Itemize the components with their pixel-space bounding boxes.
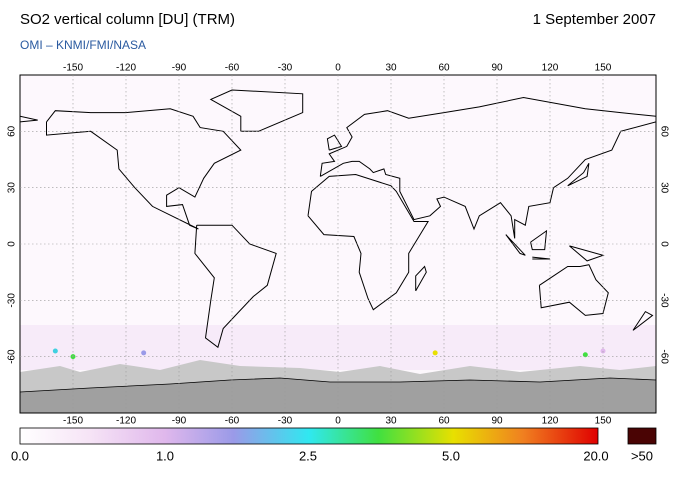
so2-speckle [141,350,147,356]
coastline [530,229,548,251]
coastline [567,163,590,187]
colorbar-label: >50 [631,448,653,463]
x-tick-label: 150 [595,416,612,427]
coastline [632,310,654,331]
x-tick-label: 90 [491,63,503,74]
y-tick-label: -30 [7,293,18,308]
y-tick-label: 30 [658,182,669,194]
x-tick-label: 90 [491,416,503,427]
x-tick-label: -60 [225,416,240,427]
coastline [319,96,656,239]
x-tick-label: 150 [595,63,612,74]
x-tick-label: -60 [225,63,240,74]
coastline [307,173,429,311]
coastline [209,89,304,132]
x-tick-label: -30 [278,416,293,427]
colorbar-label: 1.0 [156,448,174,463]
x-tick-label: -120 [116,416,136,427]
y-tick-label: 60 [7,125,18,137]
y-tick-label: -60 [7,349,18,364]
so2-speckle [582,352,588,358]
x-tick-label: 60 [438,63,450,74]
x-tick-label: 120 [542,416,559,427]
so2-speckle [52,348,58,354]
x-tick-label: 60 [438,416,450,427]
y-tick-label: -30 [658,293,669,308]
x-tick-label: 30 [385,416,397,427]
subtitle: OMI – KNMI/FMI/NASA [20,38,146,52]
colorbar-label: 0.0 [11,448,29,463]
x-tick-label: 0 [335,63,341,74]
x-tick-label: -150 [63,416,83,427]
colorbar [19,427,599,445]
coastline [194,224,277,349]
coastline [415,265,427,292]
colorbar-label: 20.0 [583,448,608,463]
so2-speckle [432,350,438,356]
y-tick-label: -60 [658,349,669,364]
x-tick-label: -90 [172,416,187,427]
x-tick-label: 0 [335,416,341,427]
x-tick-label: -30 [278,63,293,74]
x-tick-label: -150 [63,63,83,74]
coastline [326,134,343,151]
y-tick-label: 0 [658,241,669,247]
x-tick-label: -90 [172,63,187,74]
x-tick-label: 120 [542,63,559,74]
y-tick-label: 0 [7,241,18,247]
y-tick-label: 60 [658,126,669,138]
x-tick-label: -120 [116,63,136,74]
title: SO2 vertical column [DU] (TRM) [20,11,235,28]
colorbar-overflow [627,427,657,445]
x-tick-label: 30 [385,63,397,74]
coastline [538,264,609,316]
date: 1 September 2007 [533,11,656,28]
coastline [569,245,605,262]
y-tick-label: 30 [7,182,18,194]
coastline [20,115,38,123]
colorbar-label: 5.0 [442,448,460,463]
colorbar-label: 2.5 [299,448,317,463]
